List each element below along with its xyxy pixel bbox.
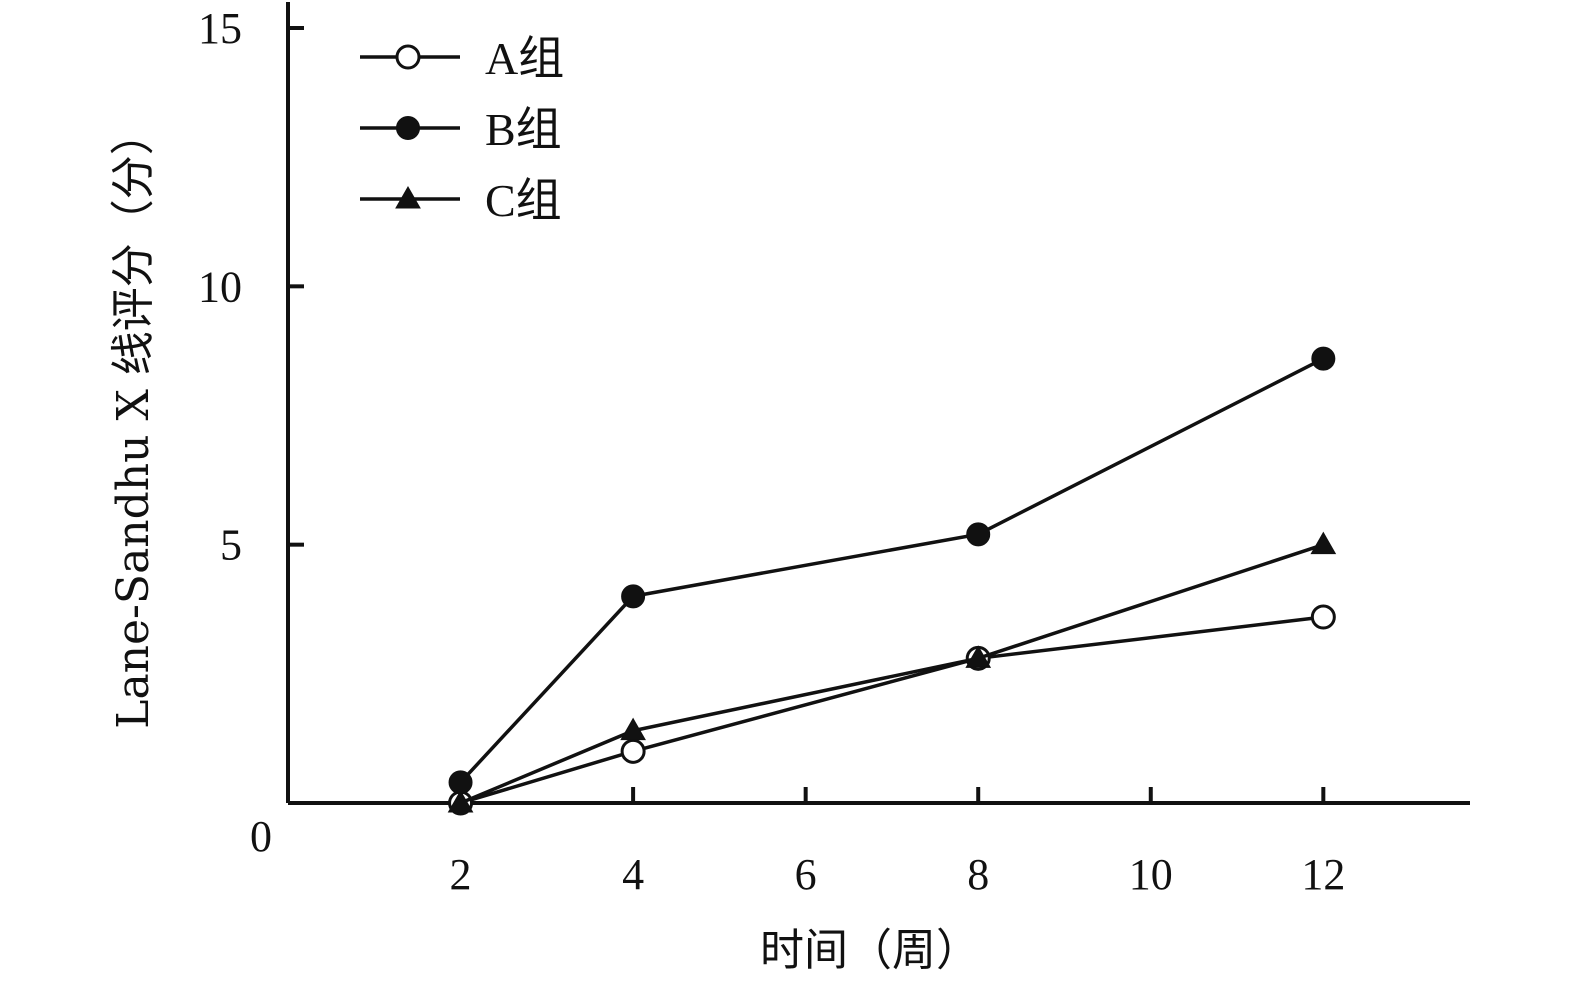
legend-label: C组 xyxy=(485,175,562,226)
x-axis-title: 时间（周） xyxy=(760,925,980,976)
legend: A组 B组 C组 xyxy=(360,33,564,226)
y-axis-title: Lane-Sandhu X 线评分（分） xyxy=(108,111,159,729)
series-1-line xyxy=(460,615,1324,805)
series-2 xyxy=(448,346,1336,795)
legend-marker xyxy=(395,44,421,70)
series-3-point-4 xyxy=(620,717,646,741)
series-3-point-12 xyxy=(1310,531,1337,555)
series-3-point-8 xyxy=(965,645,992,668)
series-1-point-12 xyxy=(1310,604,1336,630)
series-3-point-2 xyxy=(447,789,474,813)
series-1-point-4 xyxy=(620,738,646,764)
series xyxy=(447,346,1337,816)
y-tick-label-5: 5 xyxy=(220,521,242,570)
legend-label: B组 xyxy=(485,104,562,155)
series-2-point-4 xyxy=(621,584,646,609)
x-tick-label-4: 4 xyxy=(622,850,644,899)
series-2-line xyxy=(459,357,1325,784)
legend-marker xyxy=(396,116,420,140)
series-3 xyxy=(447,531,1337,813)
legend-item-3: C组 xyxy=(360,175,562,226)
x-tick-label-2: 2 xyxy=(450,850,472,899)
x-tick-label-6: 6 xyxy=(795,850,817,899)
series-3-line xyxy=(459,543,1324,805)
legend-item-2: B组 xyxy=(360,104,562,155)
x-tick-label-12: 12 xyxy=(1301,850,1345,899)
x-tick-label-8: 8 xyxy=(967,850,989,899)
axes xyxy=(286,2,1470,805)
y-tick-label-0: 0 xyxy=(250,812,272,861)
legend-item-1: A组 xyxy=(360,33,564,84)
series-2-point-2 xyxy=(448,770,473,795)
y-tick-label-10: 10 xyxy=(198,262,242,311)
x-tick-label-10: 10 xyxy=(1129,850,1173,899)
legend-marker xyxy=(395,185,421,209)
legend-label: A组 xyxy=(485,33,564,84)
y-tick-label-15: 15 xyxy=(198,4,242,53)
ticks: 0 5 10 15 2 4 6 8 10 12 xyxy=(198,4,1345,899)
series-2-point-8 xyxy=(966,522,991,547)
series-2-point-12 xyxy=(1311,346,1336,371)
series-1 xyxy=(448,604,1336,816)
